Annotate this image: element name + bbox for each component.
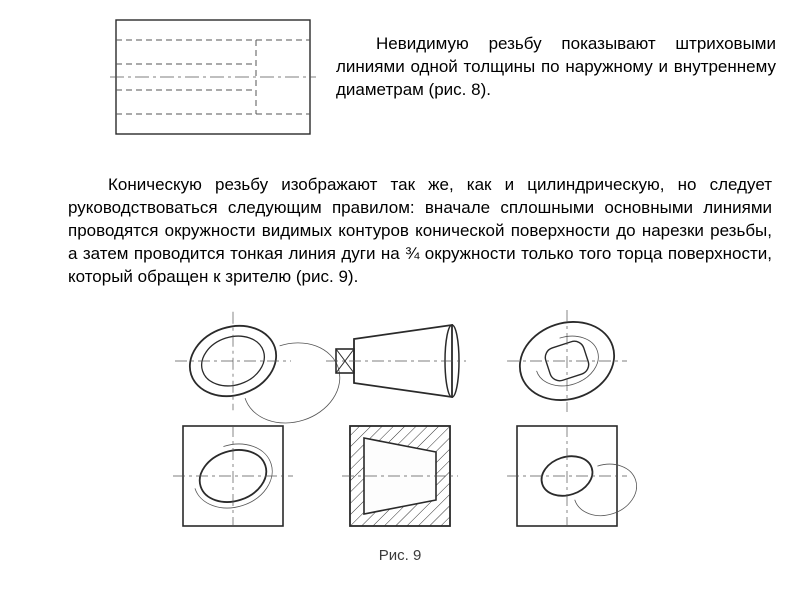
figure-8 bbox=[108, 12, 318, 147]
figure-9 bbox=[0, 306, 800, 541]
paragraph-1: Невидимую резьбу показывают штриховыми л… bbox=[336, 29, 776, 102]
paragraph-2: Коническую резьбу изображают так же, как… bbox=[68, 174, 772, 289]
figure-9-caption: Рис. 9 bbox=[0, 547, 800, 564]
